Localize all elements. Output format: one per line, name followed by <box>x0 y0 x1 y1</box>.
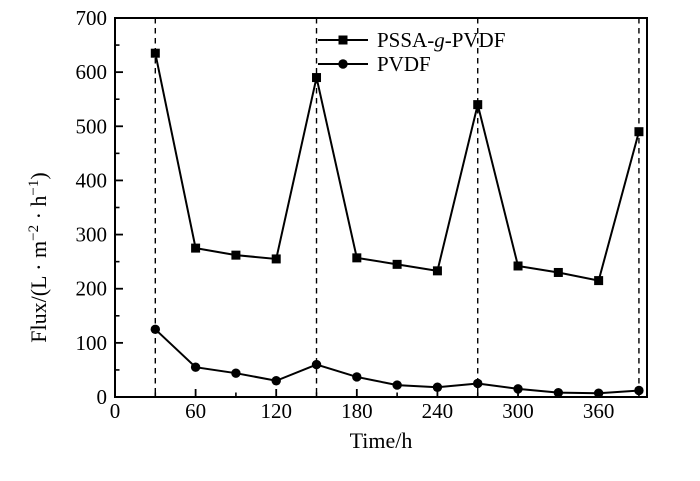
y-tick-label: 300 <box>76 223 108 247</box>
data-point-marker <box>473 378 483 389</box>
data-point-marker <box>432 382 443 392</box>
data-point-marker <box>150 48 160 58</box>
x-tick-label: 300 <box>502 399 534 423</box>
data-point-marker <box>594 276 604 286</box>
axis-labels: Time/h Flux/(L · m−2 · h−1) <box>26 172 412 453</box>
y-tick-label: 500 <box>76 114 108 138</box>
data-point-marker <box>311 359 322 370</box>
series-pvdf <box>150 324 644 398</box>
data-point-marker <box>231 250 241 260</box>
data-point-marker <box>231 368 241 378</box>
y-axis-title: Flux/(L · m−2 · h−1) <box>26 172 51 342</box>
data-point-marker <box>513 384 523 394</box>
data-point-marker <box>553 267 563 277</box>
data-point-marker <box>392 380 402 390</box>
data-point-marker <box>473 100 483 110</box>
y-tick-label: 200 <box>76 277 108 301</box>
legend-label: PVDF <box>377 52 431 76</box>
y-tick-label: 100 <box>76 331 108 355</box>
series-line <box>154 52 640 282</box>
series-pssa-g-pvdf <box>150 48 644 286</box>
data-point-marker <box>191 243 201 253</box>
data-point-marker <box>190 362 201 372</box>
data-point-marker <box>150 324 161 335</box>
y-tick-label: 600 <box>76 60 108 84</box>
x-axis-title: Time/h <box>350 428 413 453</box>
x-tick-label: 180 <box>341 399 373 423</box>
data-point-marker <box>271 254 281 264</box>
data-point-marker <box>513 261 523 271</box>
y-axis: 0 100 200 300 400 500 600 700 <box>76 6 123 409</box>
legend-label: PSSA-g-PVDF <box>377 28 505 52</box>
data-point-marker <box>553 387 564 398</box>
data-point-marker <box>634 127 644 137</box>
data-point-marker <box>312 73 322 83</box>
x-tick-label: 240 <box>422 399 454 423</box>
legend-marker-square <box>338 35 348 45</box>
data-point-marker <box>634 385 644 396</box>
data-point-marker <box>352 372 362 382</box>
y-tick-label: 400 <box>76 168 108 192</box>
x-tick-label: 360 <box>583 399 615 423</box>
data-point-marker <box>432 266 442 276</box>
data-point-marker <box>271 376 281 386</box>
x-tick-label: 120 <box>260 399 292 423</box>
data-point-marker <box>352 253 362 263</box>
y-tick-label: 700 <box>76 6 108 30</box>
legend-marker-circle <box>338 59 348 69</box>
x-tick-label: 0 <box>110 399 121 423</box>
y-tick-label: 0 <box>97 385 108 409</box>
x-axis: 0 60 120 180 240 300 360 <box>110 389 640 423</box>
x-tick-label: 60 <box>185 399 206 423</box>
data-point-marker <box>593 388 604 398</box>
data-point-marker <box>392 259 402 269</box>
